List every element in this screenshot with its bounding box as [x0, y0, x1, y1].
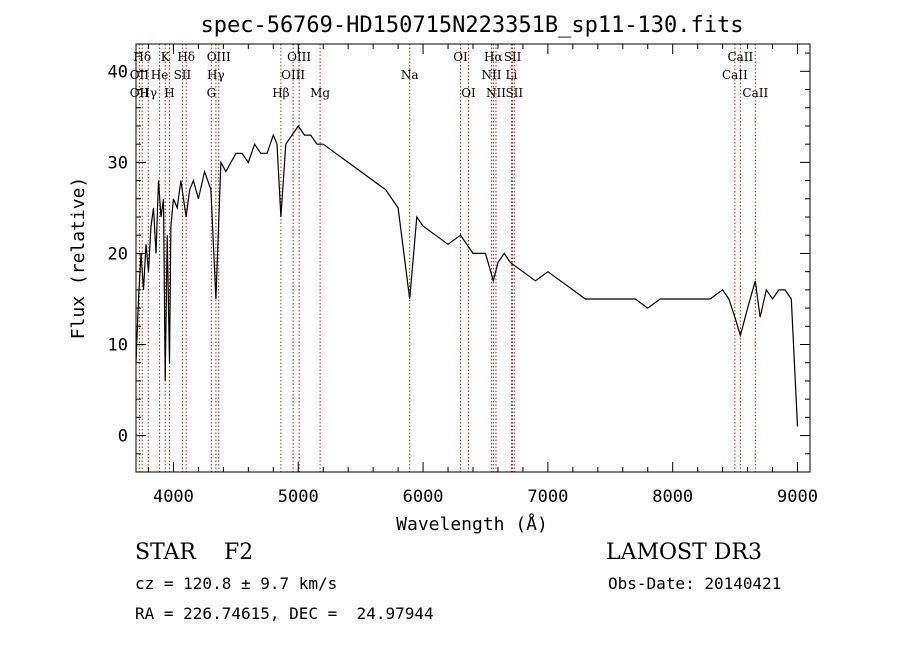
x-tick-label: 8000 [652, 487, 693, 507]
x-tick-label: 6000 [403, 487, 444, 507]
line-marker-label: SII [174, 68, 192, 82]
line-marker-label: Hα [484, 50, 503, 64]
y-axis-label: Flux (relative) [68, 177, 89, 340]
line-marker-label: OII [130, 68, 150, 82]
line-marker-label: SII [505, 86, 523, 100]
x-tick-label: 5000 [278, 487, 319, 507]
redshift-text: cz = 120.8 ± 9.7 km/s [135, 574, 338, 593]
line-marker-label: Na [401, 68, 419, 82]
x-axis-ticks: 4000 5000 6000 7000 8000 9000 [147, 44, 818, 507]
line-marker-label: NII [486, 86, 506, 100]
y-axis-ticks: 0 10 20 30 40 [108, 52, 810, 455]
y-tick-label: 40 [108, 62, 128, 82]
line-marker-label: NII [481, 68, 501, 82]
classification-text: STAR F2 [135, 540, 254, 565]
line-marker-label: He [151, 68, 169, 82]
spectrum-line [135, 124, 799, 427]
obs-date-text: Obs-Date: 20140421 [608, 574, 782, 593]
line-marker-label: CaII [722, 68, 748, 82]
line-marker-label: OII [130, 86, 150, 100]
x-tick-label: 7000 [527, 487, 568, 507]
line-marker-label: Hβ [272, 86, 289, 100]
line-marker-label: CaII [727, 50, 753, 64]
line-marker-label: K [161, 50, 171, 64]
x-tick-label: 4000 [153, 487, 194, 507]
line-marker-label: Mg [310, 86, 330, 100]
line-marker-label: CaII [742, 86, 768, 100]
line-marker-label: SII [504, 50, 522, 64]
chart-title: spec-56769-HD150715N223351B_sp11-130.fit… [200, 13, 743, 38]
line-marker-label: Li [506, 68, 518, 82]
line-marker-label: Hγ [207, 68, 225, 82]
line-marker-label: H [164, 86, 174, 100]
y-tick-label: 20 [108, 244, 128, 264]
line-markers [138, 44, 756, 472]
line-marker-label: OIII [287, 50, 311, 64]
line-marker-label: Hγ [139, 86, 157, 100]
line-marker-label: G [207, 86, 217, 100]
y-tick-label: 0 [118, 427, 128, 447]
y-tick-label: 10 [108, 336, 128, 356]
plot-frame [135, 43, 811, 473]
x-tick-label: 9000 [777, 487, 818, 507]
line-marker-label: OIII [281, 68, 305, 82]
line-marker-label: OIII [207, 50, 231, 64]
y-tick-label: 30 [108, 153, 128, 173]
line-marker-label: Hδ [177, 50, 195, 64]
line-marker-label: OI [461, 86, 476, 100]
x-axis-label: Wavelength (Å) [396, 513, 548, 535]
survey-text: LAMOST DR3 [606, 540, 762, 565]
line-marker-label: OI [453, 50, 468, 64]
coordinates-text: RA = 226.74615, DEC = 24.97944 [135, 604, 434, 623]
